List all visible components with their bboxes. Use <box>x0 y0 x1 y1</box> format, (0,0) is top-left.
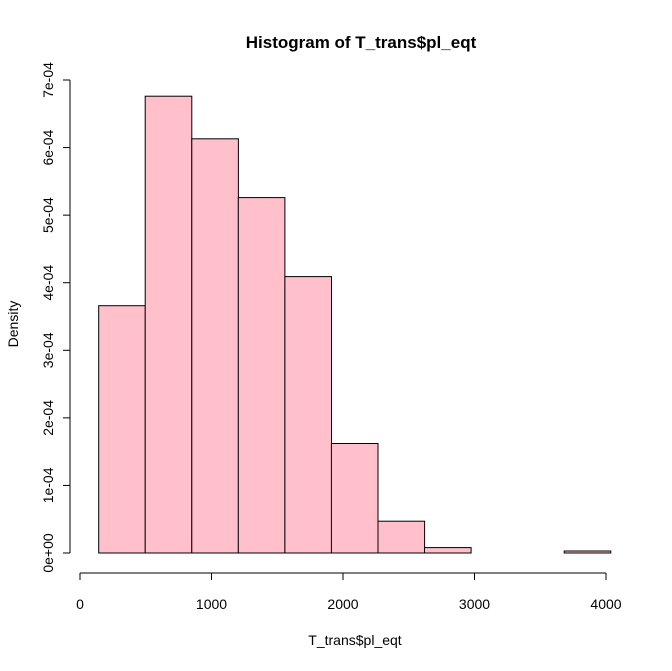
y-tick-label: 0e+00 <box>40 533 56 573</box>
histogram-bar <box>144 95 193 554</box>
x-axis: 0 1000 2000 3000 4000 <box>76 572 622 612</box>
histogram-bar <box>563 550 612 554</box>
x-tick-label: 4000 <box>590 596 621 612</box>
histogram-bar <box>191 138 239 554</box>
y-axis: 0e+00 1e-04 2e-04 3e-04 4e-04 5e-04 6e-04 7e-04 <box>40 62 71 573</box>
y-tick-label: 7e-04 <box>40 62 56 98</box>
histogram-bar <box>237 197 286 554</box>
bars-group <box>98 95 612 554</box>
y-tick-label: 1e-04 <box>40 467 56 503</box>
y-tick-label: 2e-04 <box>40 400 56 436</box>
y-tick-label: 4e-04 <box>40 265 56 301</box>
x-tick-label: 3000 <box>459 596 490 612</box>
chart-title: Histogram of T_trans$pl_eqt <box>246 33 477 52</box>
y-tick-label: 3e-04 <box>40 332 56 368</box>
x-axis-label: T_trans$pl_eqt <box>308 632 402 648</box>
histogram-bar <box>330 443 379 554</box>
y-axis-label: Density <box>5 301 21 348</box>
y-tick-label: 6e-04 <box>40 129 56 165</box>
y-tick-label: 5e-04 <box>40 197 56 233</box>
histogram-bar <box>424 547 472 554</box>
histogram-bar <box>377 520 426 554</box>
histogram-bar <box>284 276 332 554</box>
histogram-bar <box>98 305 146 554</box>
x-tick-label: 1000 <box>196 596 227 612</box>
x-tick-label: 2000 <box>327 596 358 612</box>
x-tick-label: 0 <box>76 596 84 612</box>
